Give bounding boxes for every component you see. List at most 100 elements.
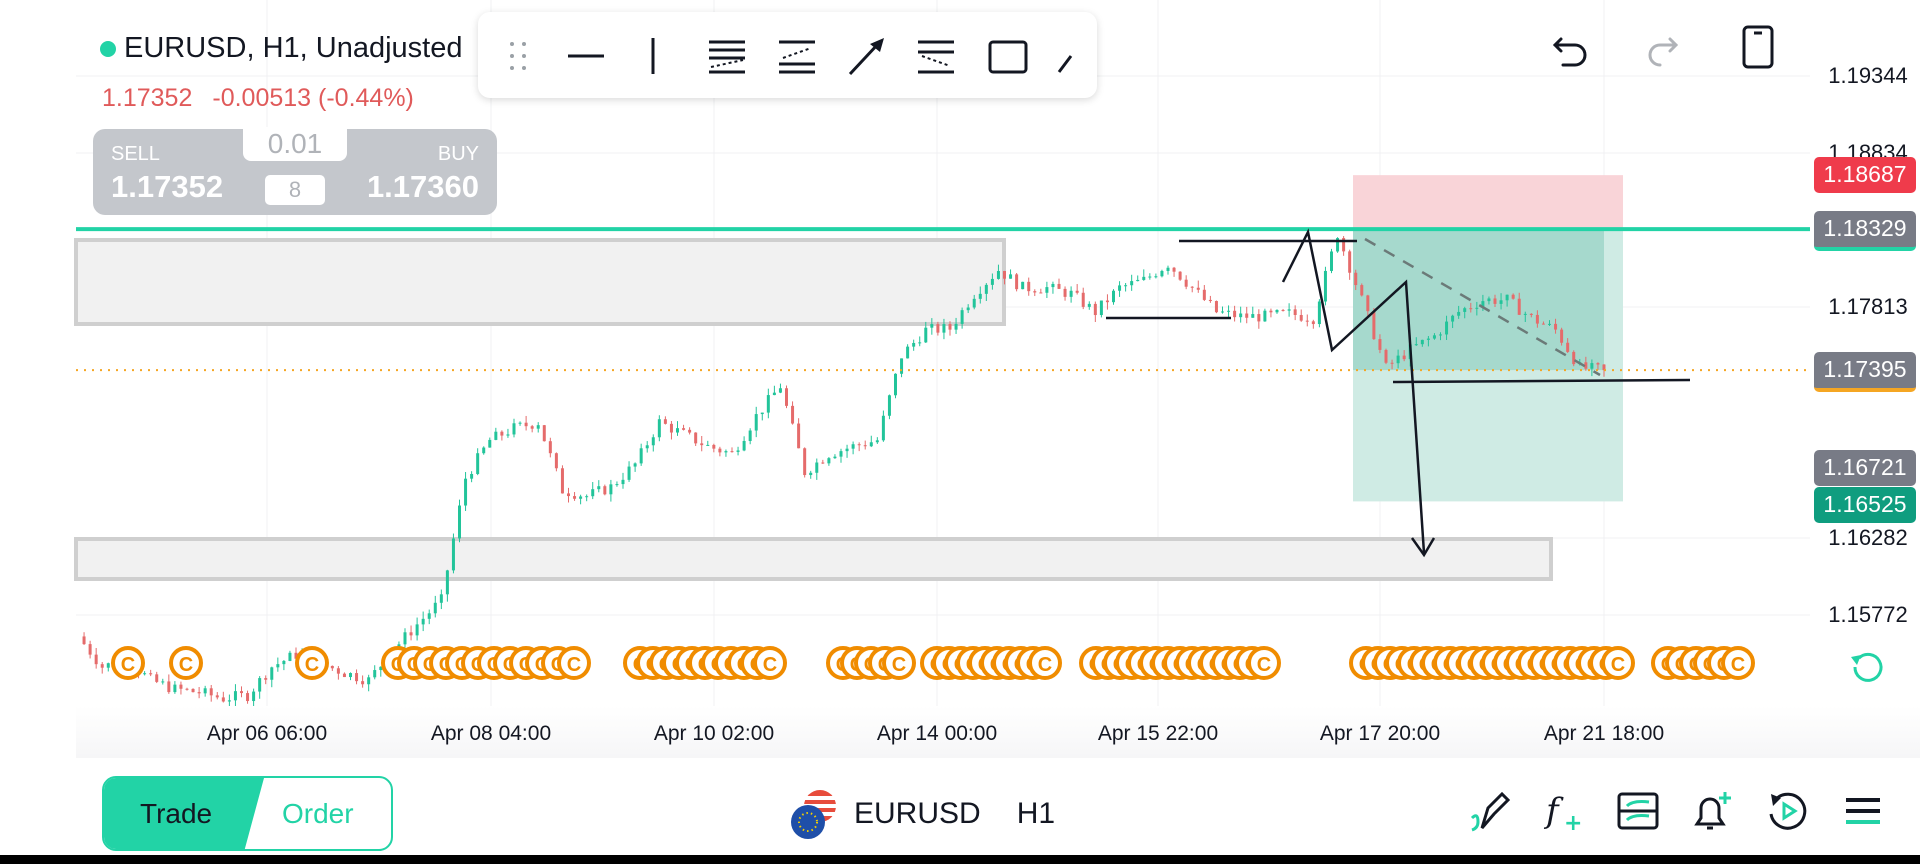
time-tick-label: Apr 10 02:00 [653,722,775,745]
replay-icon[interactable] [1765,788,1811,834]
zigzag-projection-line [1281,228,1426,554]
symbol-selector[interactable]: EURUSD H1 [788,788,1055,840]
event-marker[interactable]: C [295,646,329,680]
fib-retracement-icon[interactable] [775,34,819,78]
menu-icon[interactable] [1840,788,1886,834]
candle [330,665,334,671]
candle-body [996,271,1000,279]
candle-body [1063,288,1067,297]
order-tab[interactable]: Order [282,798,354,829]
event-marker[interactable]: C [1247,646,1281,680]
candle [1511,293,1515,300]
sell-button[interactable]: SELL 1.17352 [93,129,243,215]
trade-tab[interactable]: Trade [104,778,264,849]
symbol-title[interactable]: EURUSD, H1, Unadjusted [100,32,462,65]
candle-body [330,665,334,669]
event-marker[interactable]: C [169,646,203,680]
event-marker[interactable]: C [882,646,916,680]
arrow-icon[interactable] [844,34,888,78]
candle [1499,293,1503,310]
symbol-name: EURUSD [854,797,981,830]
candle [1251,306,1255,318]
price-tick-label: 1.16282 [1828,525,1908,551]
dashed-trend-arrow [1364,237,1601,377]
candle [742,436,746,452]
candle-body [694,432,698,444]
candle [1360,283,1364,297]
candle [1027,277,1031,296]
candle-body [361,681,365,685]
candle-body [791,405,795,424]
pitchfork-icon[interactable] [914,34,958,78]
event-marker[interactable]: C [1028,646,1062,680]
candle [373,665,377,680]
undo-icon[interactable] [1549,27,1593,71]
redo-icon[interactable] [1638,27,1682,71]
candle [1372,308,1376,340]
candle [197,686,201,699]
candle-body [924,327,928,343]
candle-body [82,636,86,645]
candle-body [143,673,147,675]
event-marker-label: C [763,654,777,676]
candle [1384,348,1388,365]
candle-body [1439,334,1442,336]
templates-icon[interactable] [1615,788,1661,834]
candle-body [1372,311,1376,340]
drag-handle-icon[interactable] [496,34,540,78]
candle-body [1457,311,1461,316]
event-marker[interactable]: C [557,646,591,680]
event-marker[interactable]: C [753,646,787,680]
candle-body [809,472,813,476]
candle [379,666,383,677]
reset-chart-icon[interactable] [1845,645,1889,689]
event-marker[interactable]: C [1721,646,1755,680]
candle [1269,308,1273,318]
rectangle-icon[interactable] [986,34,1030,78]
alert-add-icon[interactable] [1689,788,1735,834]
candle-body [1269,310,1273,313]
event-marker[interactable]: C [111,646,145,680]
candle [1245,306,1249,324]
candle-body [149,673,153,675]
candle [1469,302,1473,313]
indicators-icon[interactable]: f + [1540,788,1586,834]
buy-button[interactable]: BUY 1.17360 [347,129,497,215]
parallel-channel-icon[interactable] [705,34,749,78]
candle [966,304,970,314]
candle [603,484,607,496]
candle-body [1330,251,1333,271]
candle [1142,269,1146,281]
quantity-input[interactable]: 0.01 [243,127,347,161]
brush-icon[interactable] [1053,34,1083,78]
vertical-line-icon[interactable] [631,34,675,78]
candle [1112,289,1115,305]
candle-body [355,673,359,682]
time-axis[interactable] [76,706,1920,758]
candle-body [597,486,601,490]
candle [1009,269,1013,279]
candle [548,437,552,458]
candle [567,487,570,503]
candle-body [403,632,407,645]
draw-icon[interactable] [1468,788,1514,834]
event-marker-label: C [179,654,193,676]
horizontal-line-icon[interactable] [564,34,608,78]
event-marker[interactable]: C [1601,646,1635,680]
candle-body [1239,313,1243,318]
candle-body [766,395,770,413]
event-marker-label: C [892,654,906,676]
event-marker-label: C [1731,654,1745,676]
candle [942,318,946,340]
candle-body [1275,309,1279,313]
event-marker-circle [1028,646,1062,680]
candle [1154,273,1158,279]
candle-body [179,684,183,689]
candle [246,690,250,704]
candle-body [536,425,540,429]
candle-body [742,440,746,451]
phone-layout-icon[interactable] [1736,25,1780,69]
timeframe[interactable]: H1 [1016,797,1056,830]
candle-body [863,445,867,447]
